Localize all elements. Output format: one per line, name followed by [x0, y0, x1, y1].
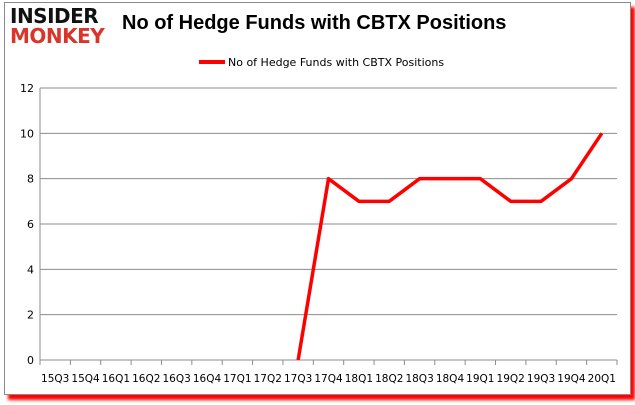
y-tick-label: 4: [27, 263, 34, 276]
x-tick-label: 15Q3: [41, 373, 69, 385]
y-tick-label: 6: [27, 218, 34, 231]
x-tick-label: 16Q3: [163, 373, 191, 385]
x-tick-label: 18Q3: [405, 373, 433, 385]
x-tick-label: 17Q2: [254, 373, 282, 385]
chart-title: No of Hedge Funds with CBTX Positions: [122, 12, 507, 34]
logo-line1: INSIDER: [10, 4, 99, 28]
x-tick-label: 19Q1: [466, 373, 494, 385]
x-tick-label: 17Q1: [223, 373, 251, 385]
y-tick-label: 8: [27, 173, 34, 186]
x-tick-label: 18Q4: [436, 373, 465, 385]
logo-line2: MONKEY: [10, 24, 105, 48]
x-tick-label: 19Q2: [497, 373, 525, 385]
x-tick-label: 19Q3: [527, 373, 555, 385]
y-tick-label: 10: [20, 127, 34, 140]
x-tick-label: 18Q1: [345, 373, 373, 385]
x-tick-label: 17Q4: [314, 373, 343, 385]
x-tick-label: 19Q4: [557, 373, 586, 385]
x-tick-label: 20Q1: [588, 373, 616, 385]
x-tick-label: 16Q4: [193, 373, 222, 385]
insider-monkey-logo: INSIDER MONKEY: [10, 4, 105, 48]
x-tick-label: 18Q2: [375, 373, 403, 385]
y-tick-label: 12: [20, 82, 34, 95]
series-line: [296, 132, 604, 361]
legend-label: No of Hedge Funds with CBTX Positions: [228, 56, 444, 69]
x-tick-label: 15Q4: [71, 373, 100, 385]
x-tick-label: 16Q1: [102, 373, 130, 385]
x-tick-label: 16Q2: [132, 373, 160, 385]
chart-frame: [4, 2, 631, 395]
y-tick-label: 2: [27, 309, 34, 322]
y-tick-label: 0: [27, 354, 34, 367]
x-tick-label: 17Q3: [284, 373, 312, 385]
